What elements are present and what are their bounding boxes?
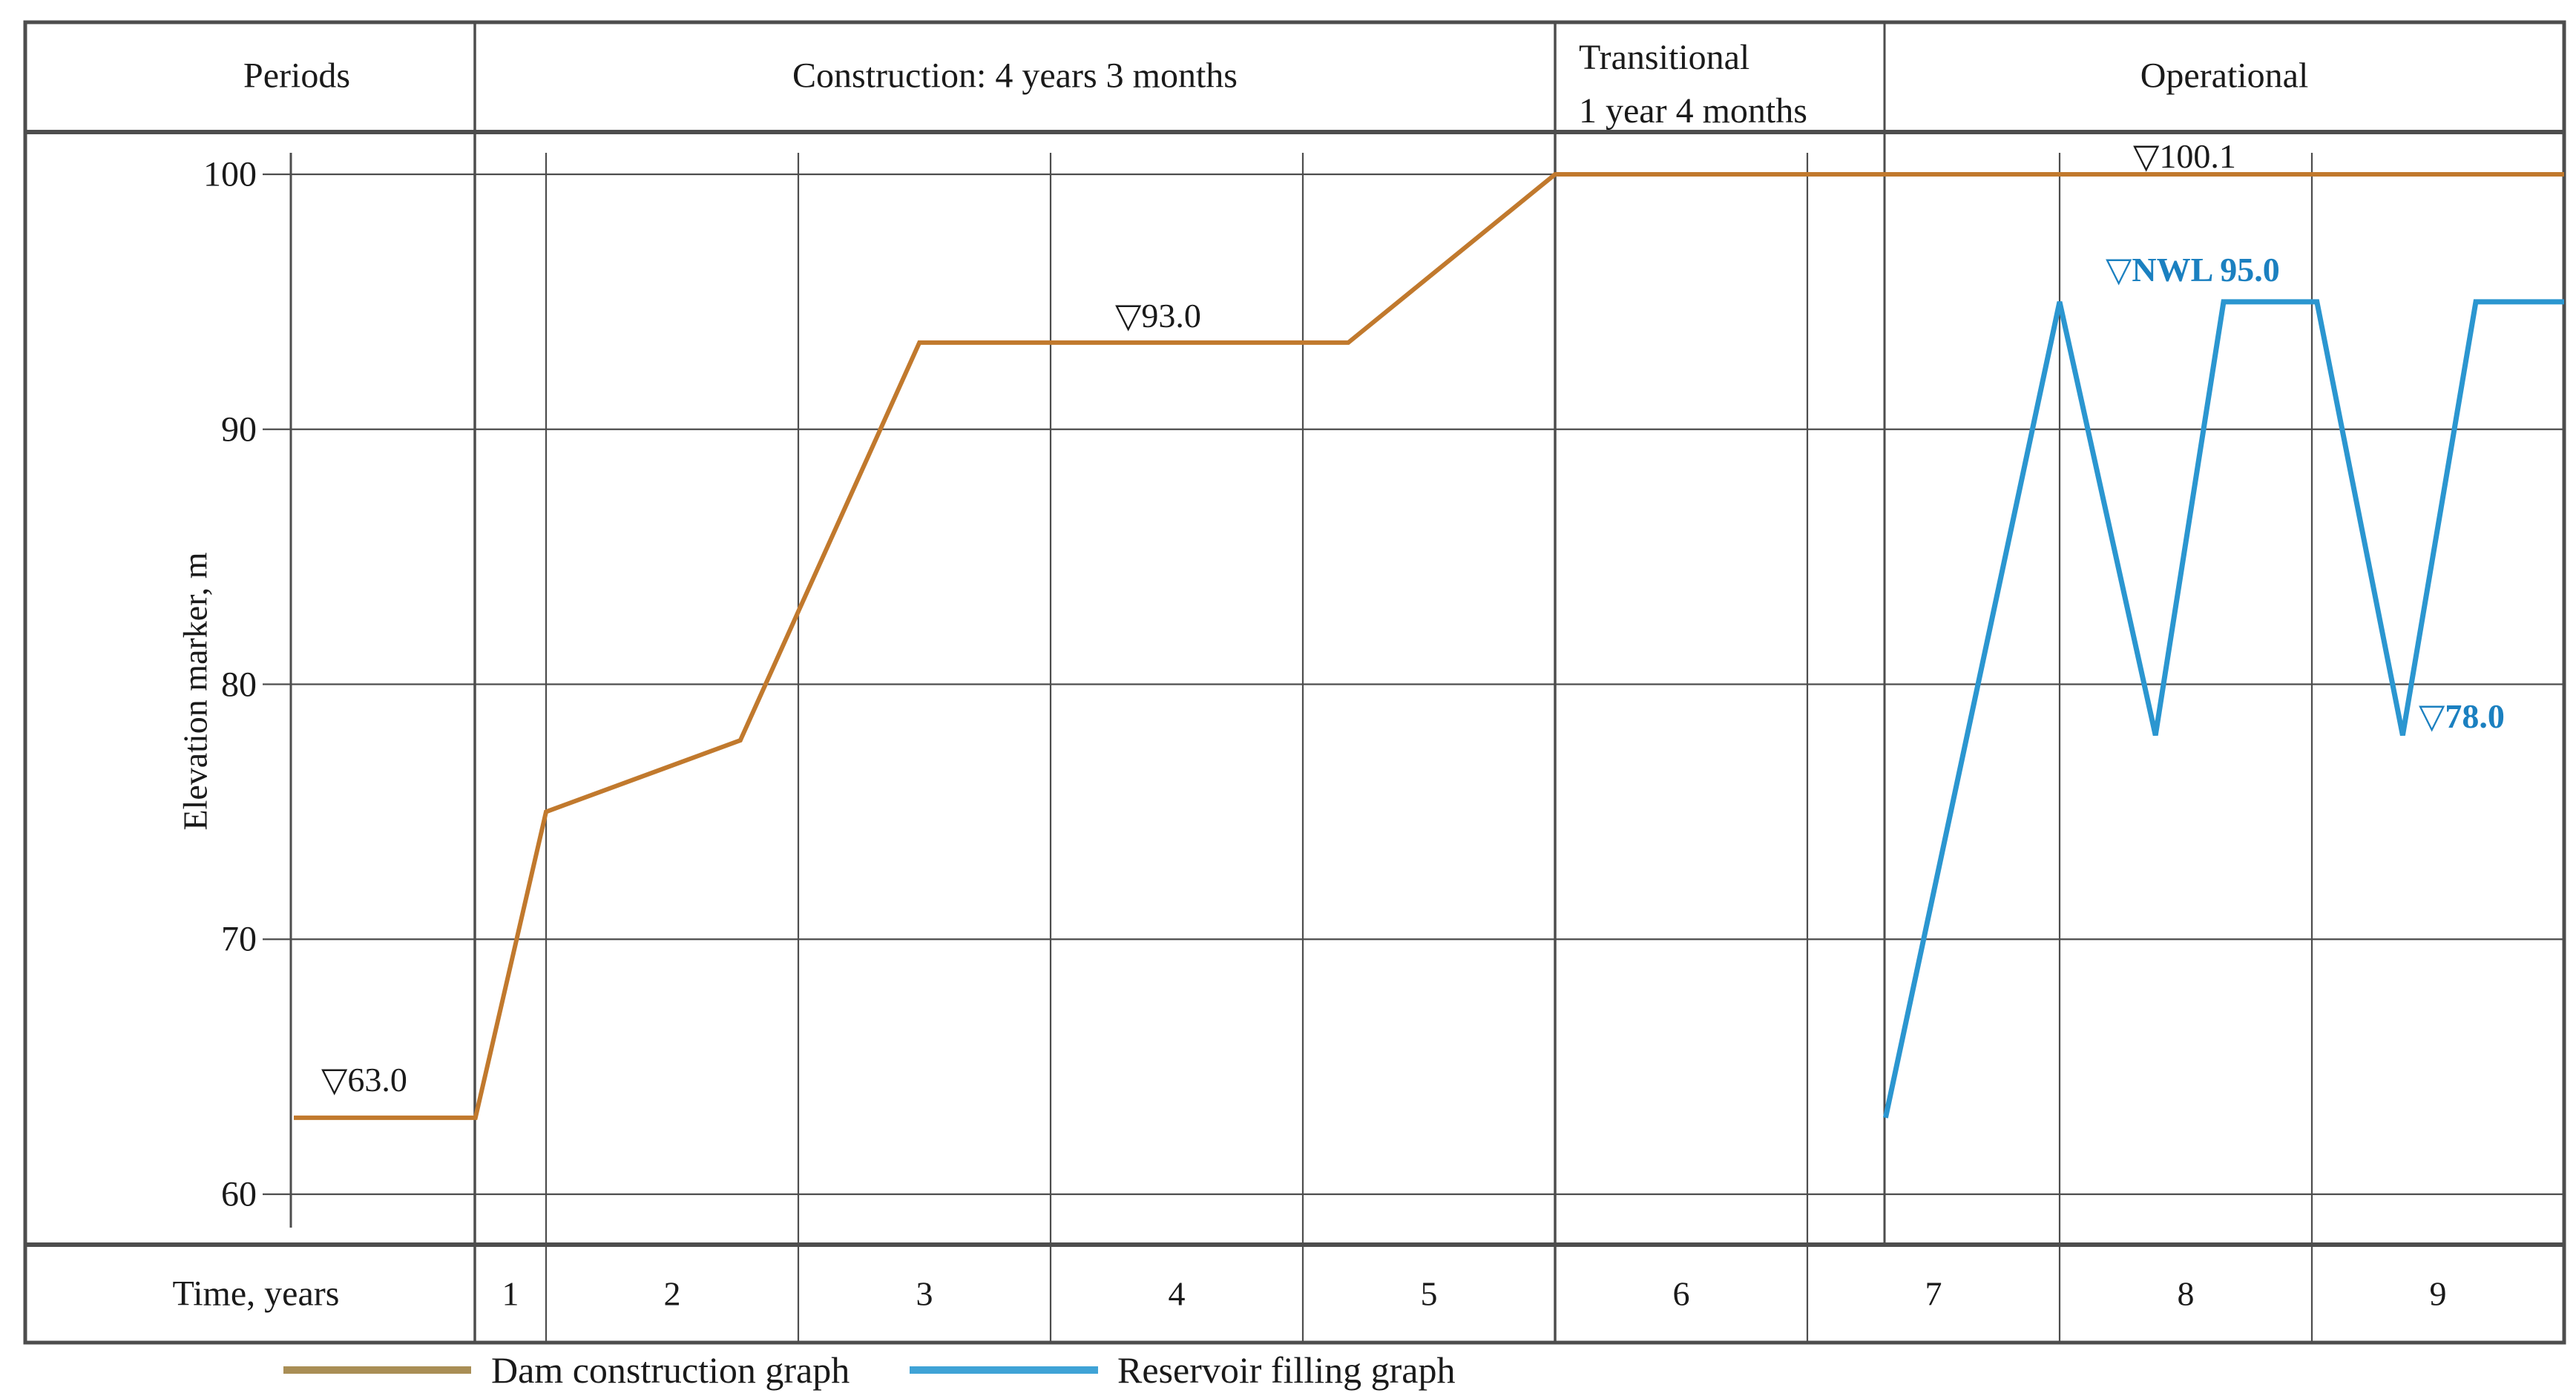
legend-dam-swatch — [283, 1366, 471, 1374]
y-tick-label: 90 — [221, 409, 257, 450]
y-tick-label: 60 — [221, 1174, 257, 1214]
legend-dam-label: Dam construction graph — [491, 1349, 850, 1391]
year-cell-label: 7 — [1925, 1274, 1942, 1313]
header-transitional: Transitional 1 year 4 months — [1579, 31, 1807, 138]
year-cell-label: 8 — [2177, 1274, 2195, 1313]
year-cell-label: 9 — [2429, 1274, 2447, 1313]
header-transitional-line1: Transitional — [1579, 38, 1750, 77]
year-cell-label: 1 — [502, 1274, 519, 1313]
annotation-intermediate-crest: ▽93.0 — [1115, 297, 1201, 335]
y-tick-label: 70 — [221, 919, 257, 959]
header-periods: Periods — [243, 56, 350, 96]
reservoir-filling-line — [1882, 299, 2564, 1119]
annotation-final-crest: ▽100.1 — [2133, 137, 2236, 175]
year-cell-label: 5 — [1420, 1274, 1438, 1313]
year-cell-label: 3 — [916, 1274, 933, 1313]
legend-reservoir-label: Reservoir filling graph — [1117, 1349, 1456, 1391]
year-cell-label: 6 — [1672, 1274, 1690, 1313]
y-tick-label: 100 — [203, 154, 257, 194]
year-cell-label: 2 — [663, 1274, 681, 1313]
annotation-normal-water-level: ▽NWL 95.0 — [2106, 251, 2280, 289]
header-operational: Operational — [2140, 56, 2309, 96]
legend-reservoir-swatch — [910, 1366, 1098, 1374]
x-axis-title: Time, years — [172, 1274, 340, 1314]
annotation-start-elevation: ▽63.0 — [321, 1061, 407, 1099]
header-construction: Construction: 4 years 3 months — [792, 56, 1238, 96]
annotation-drawdown-level: ▽78.0 — [2419, 697, 2505, 735]
year-cell-label: 4 — [1168, 1274, 1186, 1313]
y-tick-label: 80 — [221, 665, 257, 704]
header-transitional-line2: 1 year 4 months — [1579, 91, 1807, 131]
dam-construction-line — [294, 172, 2564, 1120]
table-border — [23, 20, 2566, 1345]
legend: Dam construction graph Reservoir filling… — [0, 1349, 2576, 1393]
